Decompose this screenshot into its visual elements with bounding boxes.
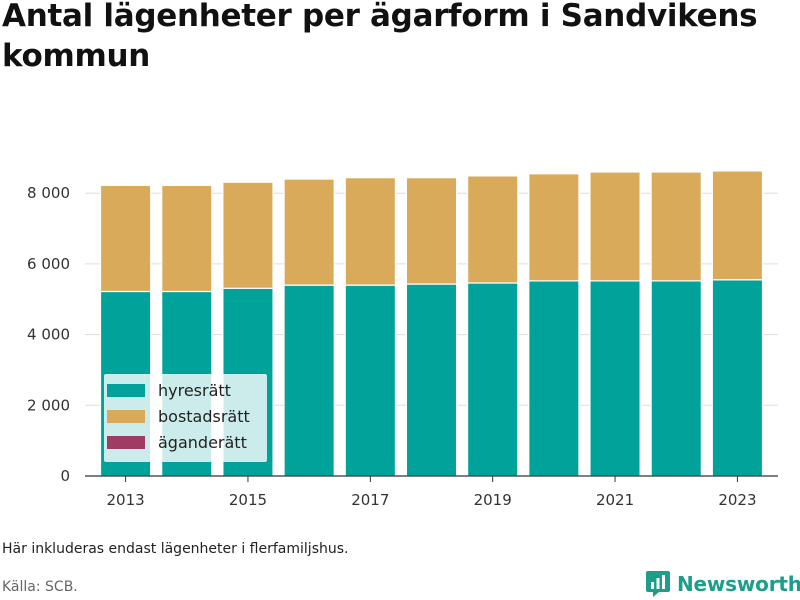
x-tick-label: 2021	[596, 491, 634, 509]
chart-title: Antal lägenheter per ägarform i Sandvike…	[2, 0, 758, 74]
x-tick-label: 2023	[718, 491, 756, 509]
brand-name: Newsworthy	[677, 572, 800, 596]
bar-segment	[405, 283, 458, 477]
bar-segment	[528, 280, 580, 477]
legend-swatch	[107, 384, 145, 397]
y-tick-label: 6 000	[27, 255, 70, 273]
x-axis: 2013 2015 2017 2019 2021 2023	[106, 476, 757, 509]
legend-label: äganderätt	[158, 433, 247, 452]
bar-segment	[650, 280, 702, 477]
bar-segment	[589, 171, 641, 282]
x-tick-label: 2013	[106, 491, 144, 509]
legend-swatch	[107, 410, 145, 423]
bar-segment	[650, 171, 702, 282]
x-tick-label: 2015	[229, 491, 267, 509]
bar-segment	[711, 170, 764, 281]
legend-label: hyresrätt	[158, 381, 231, 400]
bar-segment	[222, 181, 274, 289]
bar-segment	[283, 178, 335, 286]
bar-segment	[528, 173, 580, 282]
y-tick-label: 0	[60, 467, 70, 485]
bar-segment	[711, 279, 764, 477]
legend: hyresrätt bostadsrätt äganderätt	[104, 374, 267, 462]
y-axis: 0 2 000 4 000 6 000 8 000	[27, 184, 70, 485]
y-tick-label: 4 000	[27, 326, 70, 344]
bar-segment	[161, 184, 213, 293]
y-tick-label: 2 000	[27, 396, 70, 414]
bar-segment	[344, 177, 397, 286]
newsworthy-chart-icon	[646, 571, 670, 597]
y-tick-label: 8 000	[27, 184, 70, 202]
bar-segment	[589, 280, 641, 477]
bar-segment	[99, 184, 152, 293]
legend-label: bostadsrätt	[158, 407, 250, 426]
bar-segment	[466, 175, 519, 284]
x-tick-label: 2017	[351, 491, 389, 509]
bar-segment	[466, 282, 519, 477]
bar-segment	[405, 177, 458, 285]
source-note: Källa: SCB.	[2, 579, 78, 595]
brand-logo[interactable]: Newsworthy	[645, 569, 800, 599]
x-tick-label: 2019	[474, 491, 512, 509]
bar-segment	[283, 284, 335, 477]
bar-segment	[344, 284, 397, 477]
legend-swatch	[107, 436, 145, 449]
footnote: Här inkluderas endast lägenheter i flerf…	[2, 541, 349, 557]
